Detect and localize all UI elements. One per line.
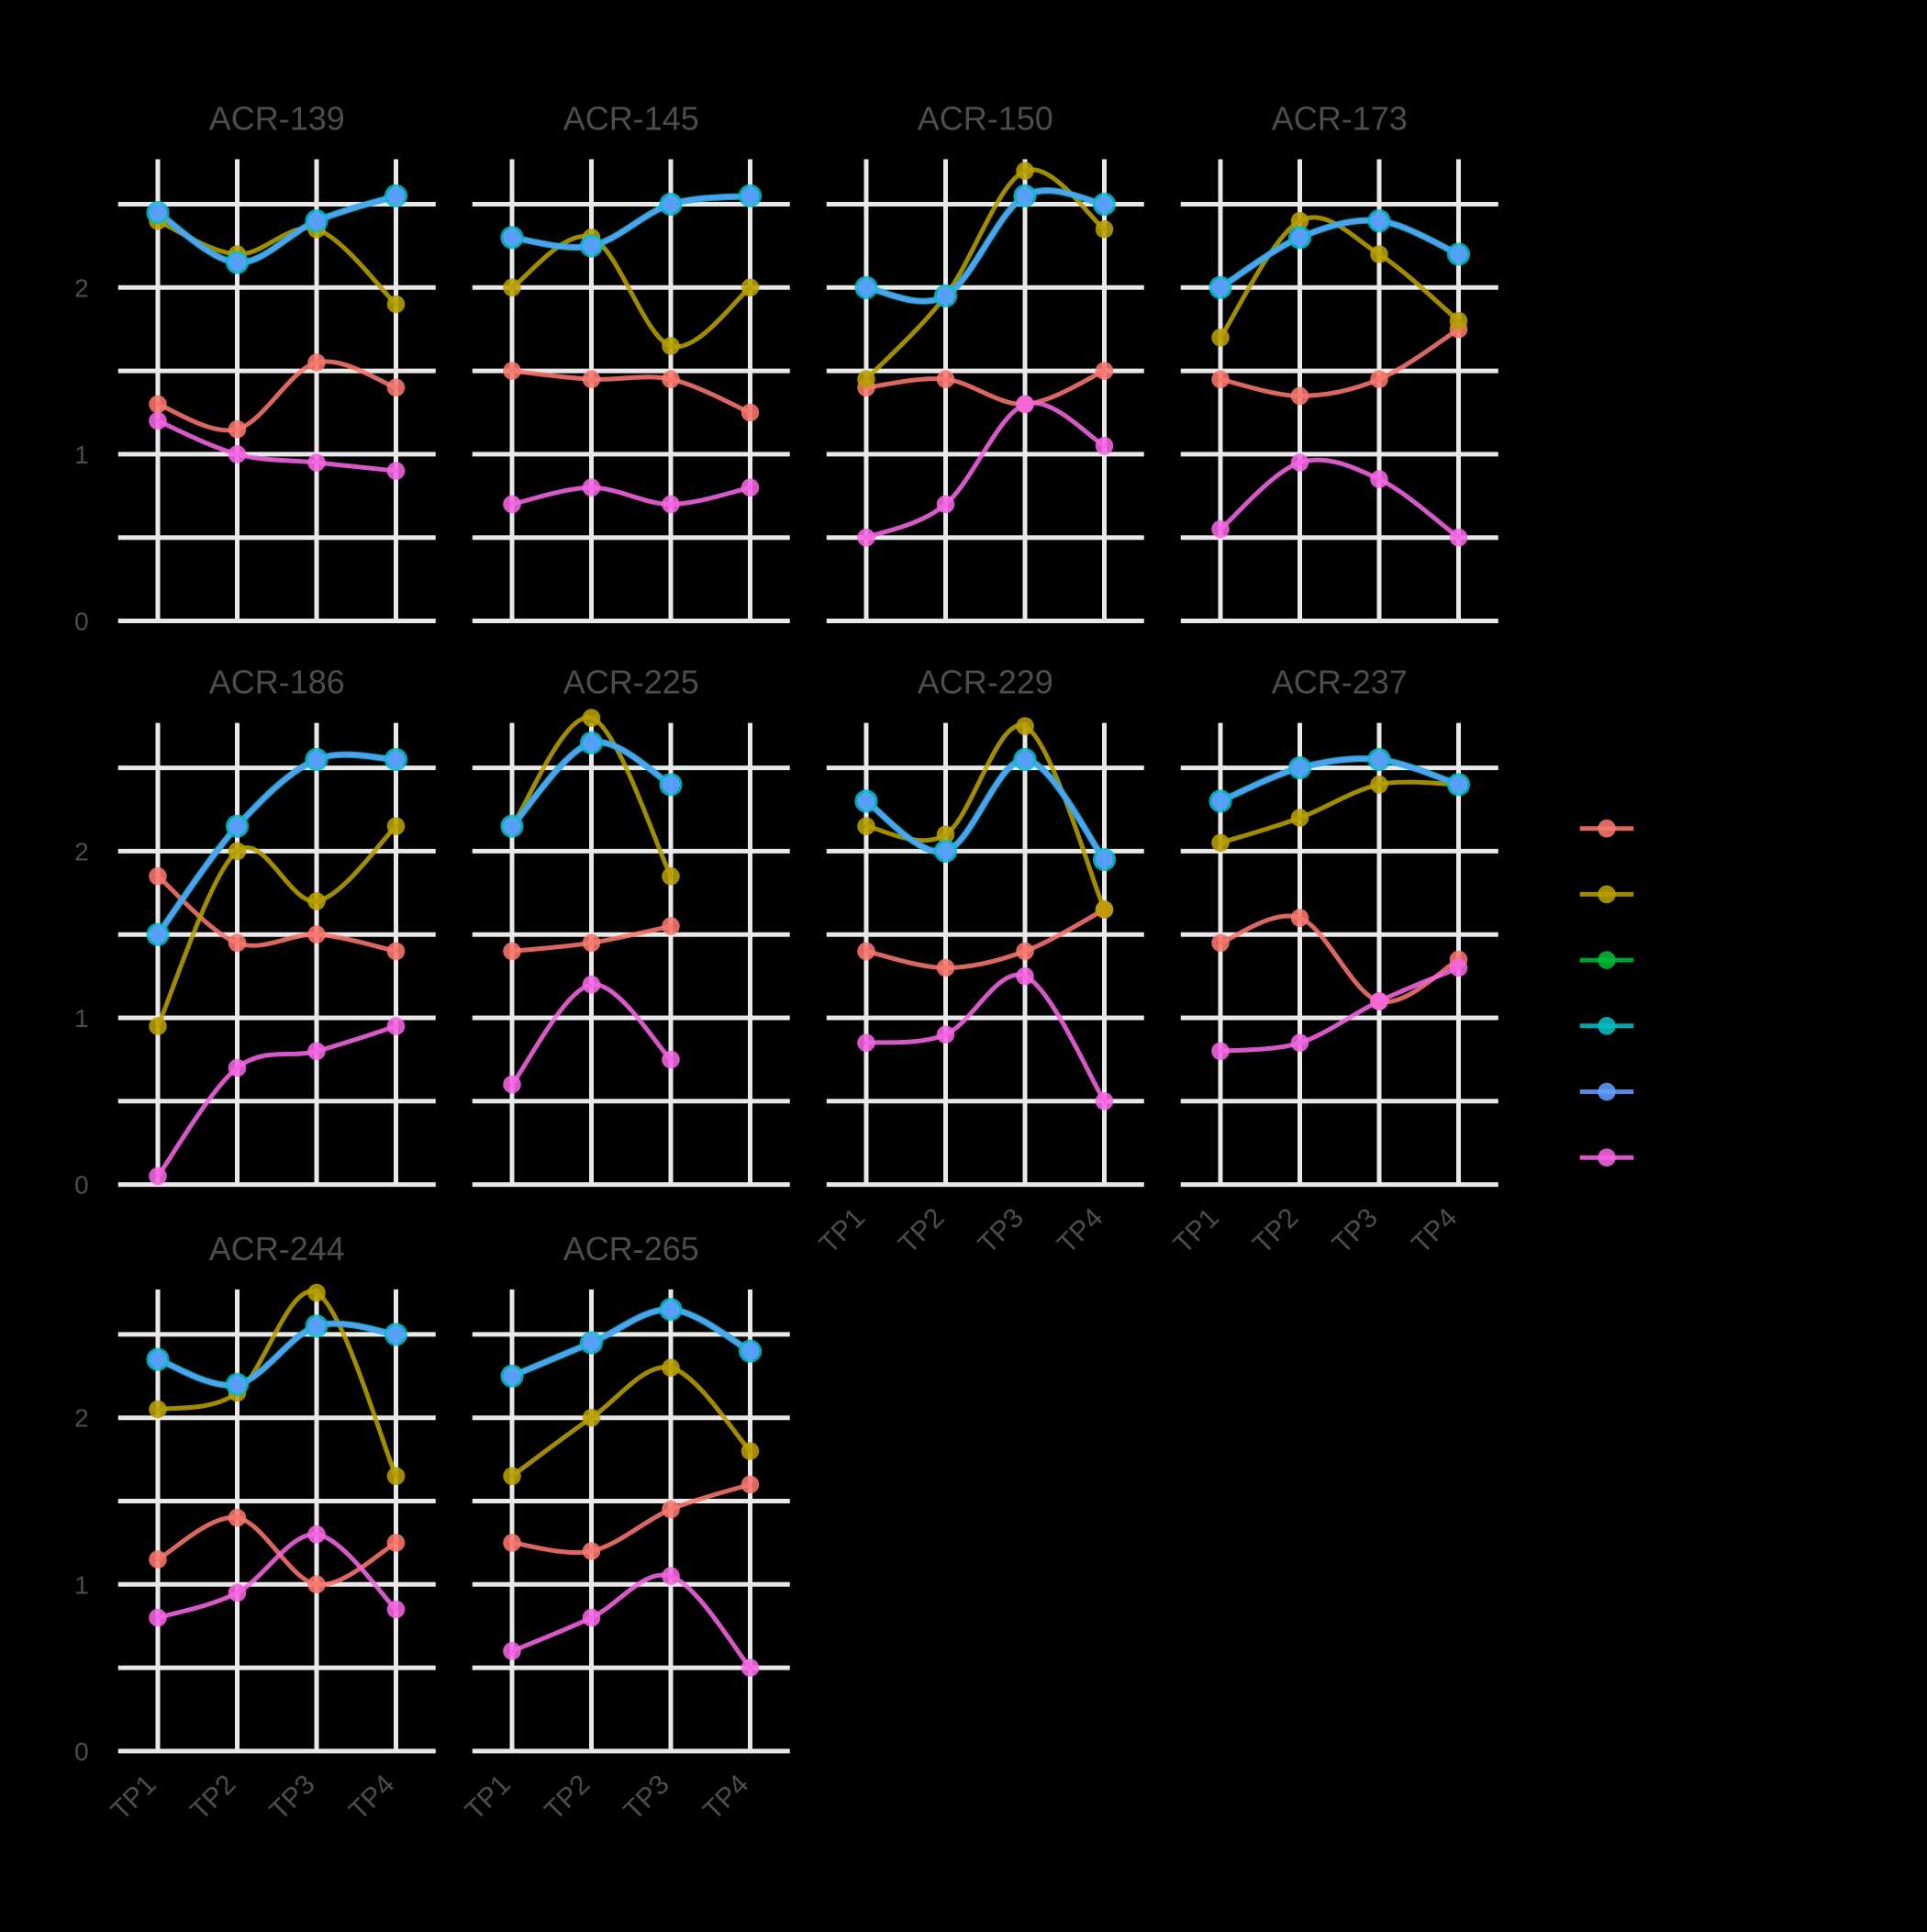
svg-text:2: 2 (74, 274, 89, 302)
svg-text:ACR-229: ACR-229 (918, 664, 1053, 701)
svg-text:0: 0 (74, 1171, 89, 1200)
svg-text:ACR-265: ACR-265 (563, 1230, 699, 1268)
svg-text:ACR-225: ACR-225 (563, 664, 699, 701)
svg-text:1: 1 (74, 441, 89, 469)
svg-text:ACR-237: ACR-237 (1272, 664, 1408, 701)
svg-text:ACR-150: ACR-150 (918, 100, 1053, 138)
svg-text:0: 0 (74, 608, 89, 636)
svg-text:1: 1 (74, 1570, 89, 1599)
svg-text:0: 0 (74, 1737, 89, 1766)
svg-text:ACR-139: ACR-139 (209, 100, 345, 138)
svg-text:ACR-186: ACR-186 (209, 664, 345, 701)
svg-text:ACR-145: ACR-145 (563, 100, 699, 138)
svg-text:1: 1 (74, 1004, 89, 1033)
svg-text:2: 2 (74, 1404, 89, 1433)
svg-text:2: 2 (74, 837, 89, 865)
svg-text:ACR-173: ACR-173 (1272, 100, 1408, 138)
svg-text:ACR-244: ACR-244 (209, 1230, 345, 1268)
